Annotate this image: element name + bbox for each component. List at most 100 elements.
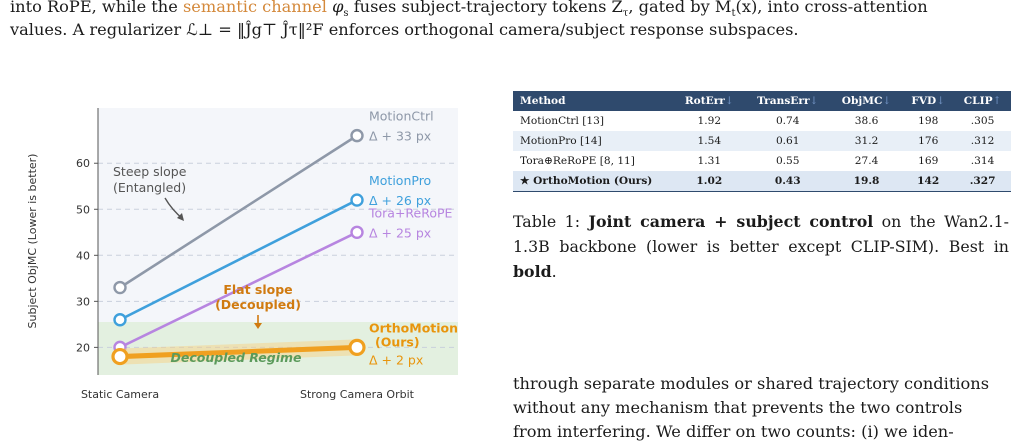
y-axis-label: Subject ObjMC (Lower is better) <box>26 154 39 329</box>
flat-slope-label: Flat slope <box>223 282 292 297</box>
table-row-best: ★ OrthoMotion (Ours) 1.02 0.43 19.8 142 … <box>513 171 1011 192</box>
intro-text-c: fuses subject-trajectory tokens Z <box>348 0 623 16</box>
body-line-2: without any mechanism that prevents the … <box>513 398 963 417</box>
series-label: MotionPro <box>369 173 431 188</box>
header-clip: CLIP↑ <box>954 91 1011 111</box>
intro-text-b: φ <box>326 0 344 16</box>
series-delta-label: Δ + 33 px <box>369 129 431 144</box>
header-method: Method <box>513 91 674 111</box>
header-objmc: ObjMC↓ <box>830 91 903 111</box>
series-label: OrthoMotion <box>369 320 458 335</box>
down-arrow-icon: ↓ <box>809 95 819 107</box>
header-transerr-label: TransErr <box>757 95 810 107</box>
table-row: MotionPro [14] 1.54 0.61 31.2 176 .312 <box>513 131 1011 151</box>
series-label-ours: (Ours) <box>375 334 420 349</box>
data-point <box>113 280 127 295</box>
header-roterr: RotErr↓ <box>674 91 745 111</box>
flat-arrow-head <box>254 323 262 329</box>
header-objmc-label: ObjMC <box>841 95 883 107</box>
cell-fvd: 198 <box>918 115 939 127</box>
series-label: Tora+ReRoPE <box>368 205 453 220</box>
cell-roterr: 1.54 <box>674 131 745 151</box>
table-header-row: Method RotErr↓ TransErr↓ ObjMC↓ FVD↓ CLI… <box>513 91 1011 111</box>
series-line <box>119 231 358 349</box>
y-tick-label: 50 <box>76 203 90 216</box>
header-clip-label: CLIP <box>963 95 993 107</box>
series-label: MotionCtrl <box>369 109 434 124</box>
cell-roterr: 1.02 <box>674 171 745 192</box>
intro-sub-t: t <box>731 8 736 20</box>
cell-method: ★ OrthoMotion (Ours) <box>513 171 674 192</box>
decoupled-regime-label: Decoupled Regime <box>171 350 302 365</box>
x-tick-label: Strong Camera Orbit <box>300 388 415 401</box>
table-caption: Table 1: Joint camera + subject control … <box>513 209 1009 284</box>
header-transerr: TransErr↓ <box>744 91 831 111</box>
intro-text-a: into RoPE, while the <box>10 0 183 16</box>
down-arrow-icon: ↓ <box>724 95 734 107</box>
series-group <box>111 128 366 366</box>
y-tick-label: 40 <box>76 249 90 262</box>
cell-transerr: 0.61 <box>744 131 831 151</box>
cell-objmc: 38.6 <box>854 115 879 127</box>
cell-roterr: 1.92 <box>697 115 722 127</box>
caption-bold-2: bold <box>513 262 552 281</box>
cell-transerr: 0.43 <box>744 171 831 192</box>
y-tick-label: 20 <box>76 341 90 354</box>
body-line-1: through separate modules or shared traje… <box>513 374 989 393</box>
data-point <box>350 128 364 143</box>
table-row: Tora⊕ReRoPE [8, 11] 1.31 0.55 27.4 169 .… <box>513 151 1011 171</box>
cell-clip: .314 <box>970 155 995 167</box>
intro-sub-tau: τ <box>622 8 629 20</box>
table-row: MotionCtrl [13] 1.92 0.74 38.6 198 .305 <box>513 111 1011 131</box>
cell-clip: .305 <box>970 115 995 127</box>
intro-line-2: values. A regularizer ℒ⊥ = ‖Ĵg⊤ Ĵτ‖²F en… <box>10 20 799 39</box>
steep-slope-label: Steep slope <box>113 164 187 179</box>
series-labels: MotionCtrl Δ + 33 px MotionPro Δ + 26 pxTor… <box>368 109 458 368</box>
body-line-3: from interfering. We differ on two count… <box>513 422 954 441</box>
cell-roterr: 1.31 <box>697 155 722 167</box>
semantic-channel-highlight: semantic channel <box>182 0 327 16</box>
series-delta-label: Δ + 25 px <box>369 225 431 240</box>
grid-lines <box>98 162 458 348</box>
decoupled-label: (Decoupled) <box>215 297 301 312</box>
cell-clip: .312 <box>954 131 1011 151</box>
data-point <box>350 225 364 239</box>
cell-objmc: 31.2 <box>830 131 903 151</box>
cell-method: MotionCtrl [13] <box>520 115 604 127</box>
down-arrow-icon: ↓ <box>936 95 946 107</box>
data-point <box>348 338 366 356</box>
intro-text-d: , gated by M <box>628 0 732 16</box>
series-line <box>119 198 358 321</box>
x-tick-label: Static Camera <box>81 388 159 401</box>
objmc-chart: 20 30 40 50 60 Static Camera Strong Camera Or… <box>26 108 458 401</box>
caption-bold: Joint camera + subject control <box>588 212 874 231</box>
up-arrow-icon: ↑ <box>992 95 1002 107</box>
cell-transerr: 0.55 <box>775 155 800 167</box>
header-fvd-label: FVD <box>911 95 937 107</box>
series-delta-label: Δ + 2 px <box>369 352 423 367</box>
data-point <box>113 313 127 327</box>
data-point <box>111 347 129 366</box>
header-method-label: Method <box>520 95 566 107</box>
intro-line-1: into RoPE, while the semantic channel φs… <box>10 0 928 25</box>
y-tick-label: 60 <box>76 157 90 170</box>
cell-transerr: 0.74 <box>775 115 800 127</box>
series-line <box>119 344 358 360</box>
intro-text-e: (x), into cross-attention <box>735 0 928 16</box>
cell-fvd: 176 <box>902 131 955 151</box>
steep-arrow-head <box>177 213 184 221</box>
cell-fvd: 169 <box>918 155 939 167</box>
header-fvd: FVD↓ <box>902 91 955 111</box>
cell-clip: .327 <box>954 171 1011 192</box>
caption-end: . <box>551 262 557 281</box>
caption-middle: on the Wan2.1-1.3B backbone (lower is be… <box>513 212 1009 256</box>
cell-method: MotionPro [14] <box>513 131 674 151</box>
series-delta-label: Δ + 26 px <box>369 193 431 208</box>
caption-prefix: Table 1: <box>513 212 589 231</box>
entangled-label: (Entangled) <box>113 180 186 195</box>
header-roterr-label: RotErr <box>684 95 725 107</box>
x-tick-labels: Static Camera Strong Camera Orbit <box>81 388 415 401</box>
cell-method: Tora⊕ReRoPE [8, 11] <box>520 155 635 167</box>
intro-sub-s: s <box>343 8 349 20</box>
down-arrow-icon: ↓ <box>882 95 892 107</box>
